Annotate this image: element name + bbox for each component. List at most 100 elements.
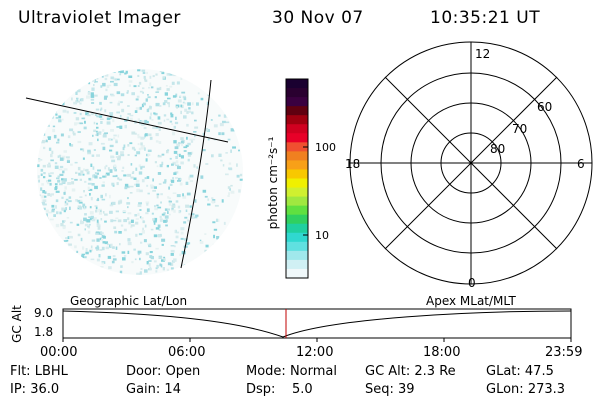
colorbar-band [286, 79, 308, 89]
speckle-dot [225, 121, 230, 124]
speckle-dot [67, 135, 71, 139]
status-flt: Flt: LBHL [10, 364, 68, 379]
speckle-dot [87, 149, 91, 153]
date-label: 30 Nov 07 [272, 8, 364, 28]
speckle-dot [224, 273, 228, 275]
speckle-dot [100, 107, 103, 110]
speckle-dot [234, 95, 237, 98]
speckle-dot [69, 206, 71, 210]
speckle-dot [138, 81, 142, 85]
speckle-dot [165, 219, 168, 223]
speckle-dot [71, 258, 75, 263]
speckle-dot [52, 269, 56, 273]
speckle-dot [179, 95, 182, 98]
speckle-dot [157, 121, 162, 125]
speckle-dot [89, 211, 94, 215]
speckle-dot [146, 176, 150, 179]
speckle-dot [143, 239, 147, 243]
speckle-dot [62, 226, 66, 230]
speckle-dot [101, 184, 105, 187]
speckle-dot [54, 165, 59, 169]
speckle-dot [58, 98, 62, 102]
speckle-dot [73, 86, 77, 90]
speckle-dot [64, 79, 68, 82]
speckle-dot [68, 252, 71, 255]
speckle-dot [166, 164, 169, 168]
speckle-dot [96, 126, 99, 129]
speckle-dot [181, 250, 186, 255]
speckle-dot [44, 213, 48, 217]
speckle-dot [204, 127, 209, 132]
speckle-dot [49, 88, 53, 90]
speckle-dot [116, 78, 120, 81]
speckle-dot [40, 213, 43, 217]
speckle-dot [215, 264, 219, 266]
speckle-dot [172, 161, 176, 165]
speckle-dot [72, 131, 75, 135]
speckle-dot [117, 102, 120, 106]
speckle-dot [77, 199, 81, 203]
speckle-dot [158, 127, 161, 131]
speckle-dot [96, 224, 101, 227]
speckle-dot [65, 250, 68, 253]
speckle-dot [39, 135, 42, 138]
speckle-dot [69, 235, 73, 239]
speckle-dot [144, 79, 148, 82]
speckle-dot [91, 239, 96, 242]
speckle-dot [77, 166, 81, 171]
speckle-dot [50, 80, 54, 83]
speckle-dot [185, 144, 189, 147]
speckle-dot [93, 149, 96, 151]
speckle-dot [177, 99, 182, 103]
speckle-dot [104, 73, 109, 77]
speckle-dot [58, 102, 61, 105]
speckle-dot [188, 107, 191, 110]
speckle-dot [180, 77, 183, 80]
speckle-dot [164, 179, 167, 183]
speckle-dot [120, 151, 124, 155]
speckle-dot [144, 147, 146, 151]
timeline-y-label: GC Alt [10, 305, 24, 343]
speckle-dot [194, 126, 199, 129]
speckle-dot [184, 108, 188, 112]
speckle-dot [176, 105, 178, 109]
speckle-dot [159, 164, 163, 168]
speckle-dot [173, 140, 177, 144]
speckle-dot [185, 181, 189, 185]
speckle-dot [239, 231, 242, 234]
speckle-dot [147, 149, 152, 152]
speckle-dot [136, 188, 140, 193]
speckle-dot [37, 114, 41, 118]
speckle-dot [140, 146, 145, 150]
speckle-dot [63, 209, 66, 213]
speckle-dot [68, 271, 71, 275]
speckle-dot [54, 183, 58, 186]
speckle-dot [180, 237, 184, 240]
speckle-dot [42, 76, 45, 79]
speckle-dot [154, 207, 158, 211]
speckle-dot [171, 179, 175, 183]
speckle-dot [186, 192, 191, 196]
speckle-dot [229, 187, 231, 191]
speckle-dot [55, 199, 59, 203]
colorbar-band [286, 268, 308, 279]
apex-title: Apex MLat/MLT [426, 294, 516, 308]
speckle-dot [87, 75, 92, 78]
speckle-dot [101, 262, 105, 265]
speckle-dot [94, 185, 98, 190]
speckle-dot [144, 269, 148, 273]
speckle-dot [142, 91, 144, 94]
speckle-dot [236, 216, 239, 219]
speckle-dot [55, 92, 59, 95]
speckle-dot [104, 95, 108, 98]
speckle-dot [123, 144, 126, 148]
speckle-dot [37, 202, 40, 205]
speckle-dot [195, 271, 198, 274]
speckle-dot [115, 138, 118, 141]
speckle-dot [135, 132, 137, 135]
speckle-dot [151, 212, 154, 215]
speckle-dot [136, 95, 140, 98]
colorbar-band [286, 133, 308, 143]
speckle-dot [140, 166, 143, 170]
speckle-dot [71, 188, 76, 192]
